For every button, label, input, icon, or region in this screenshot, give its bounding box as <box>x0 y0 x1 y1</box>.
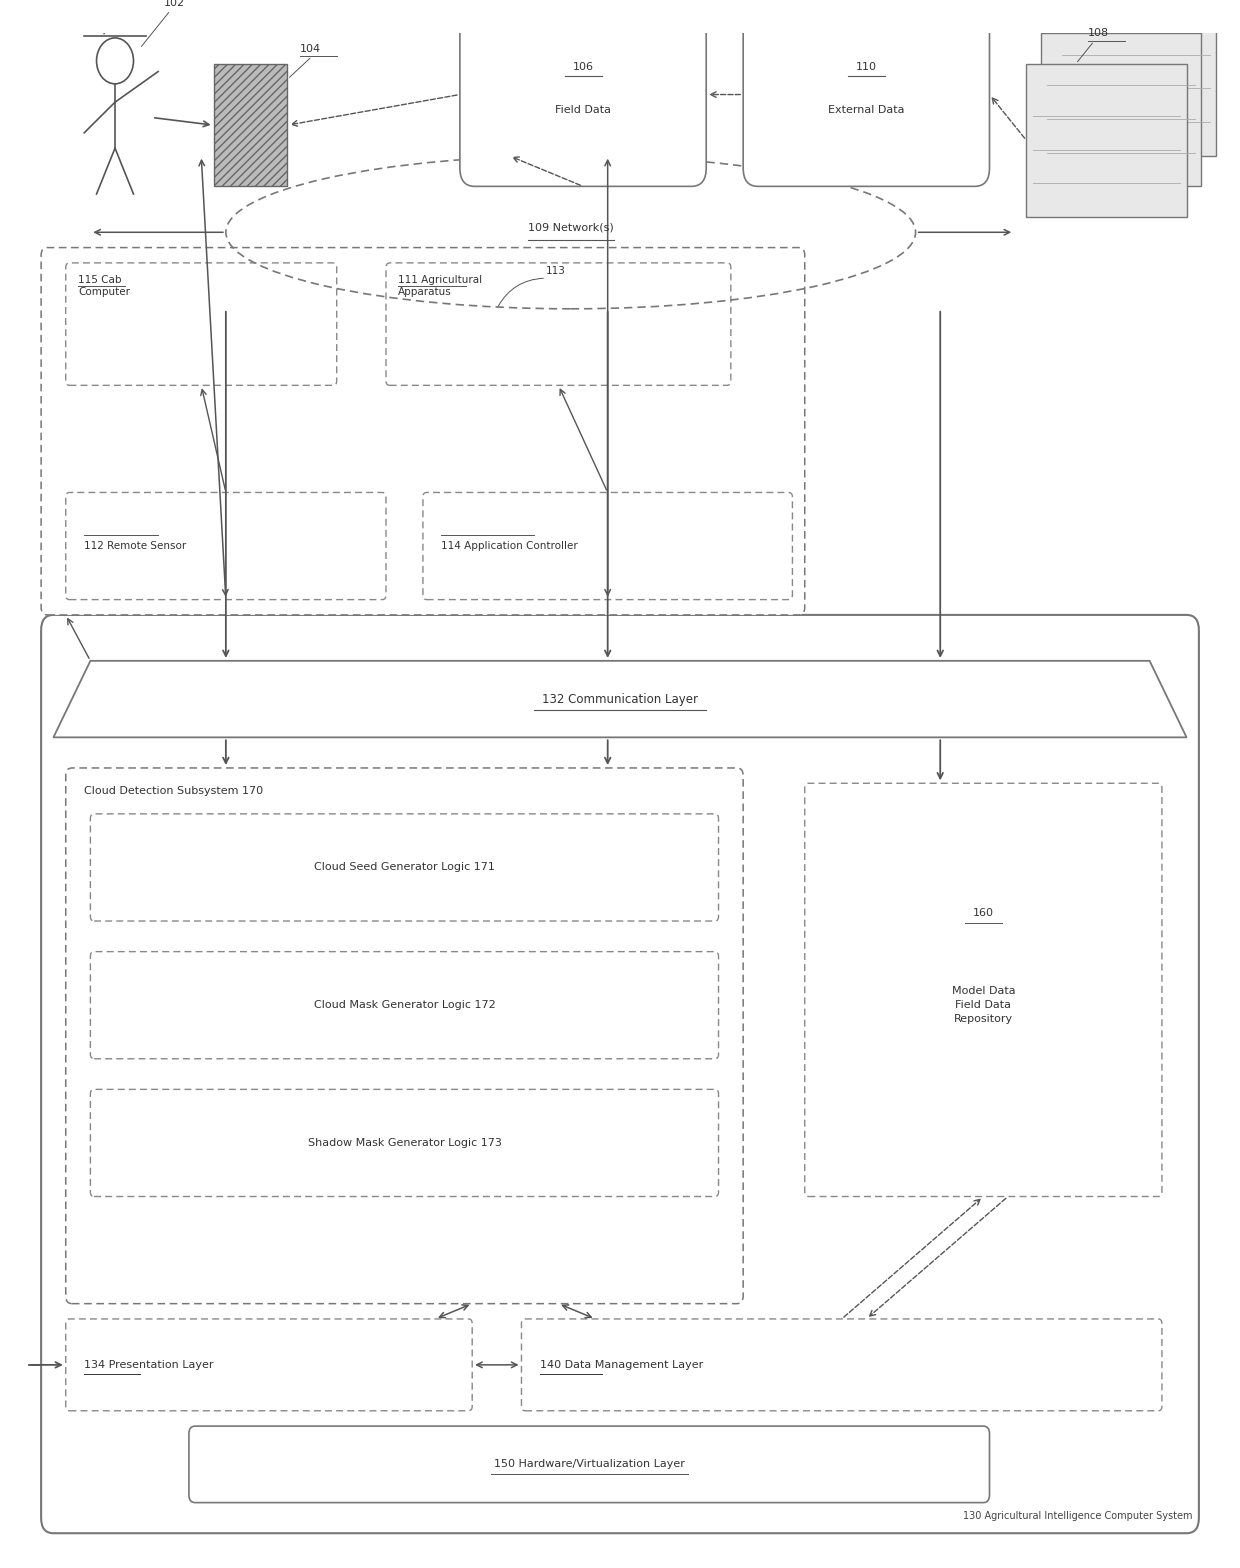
FancyBboxPatch shape <box>805 784 1162 1196</box>
Text: 112 Remote Sensor: 112 Remote Sensor <box>84 541 186 550</box>
Text: 106: 106 <box>573 63 594 72</box>
Text: 160: 160 <box>973 908 993 919</box>
Text: 132 Communication Layer: 132 Communication Layer <box>542 693 698 706</box>
Text: 108: 108 <box>1087 28 1109 38</box>
FancyBboxPatch shape <box>91 1090 718 1196</box>
Bar <box>1056 3 1216 155</box>
Text: 130 Agricultural Intelligence Computer System: 130 Agricultural Intelligence Computer S… <box>963 1512 1193 1521</box>
Text: 150 Hardware/Virtualization Layer: 150 Hardware/Virtualization Layer <box>494 1460 684 1469</box>
Text: 110: 110 <box>856 63 877 72</box>
FancyBboxPatch shape <box>66 1319 472 1411</box>
Bar <box>1027 64 1187 216</box>
Text: 114 Application Controller: 114 Application Controller <box>441 541 578 550</box>
FancyBboxPatch shape <box>41 248 805 615</box>
Text: 111 Agricultural
Apparatus: 111 Agricultural Apparatus <box>398 274 482 296</box>
Text: 140 Data Management Layer: 140 Data Management Layer <box>539 1359 703 1370</box>
FancyBboxPatch shape <box>460 3 707 187</box>
Text: 113: 113 <box>546 265 565 276</box>
FancyBboxPatch shape <box>91 952 718 1058</box>
Text: 134 Presentation Layer: 134 Presentation Layer <box>84 1359 213 1370</box>
Text: Shadow Mask Generator Logic 173: Shadow Mask Generator Logic 173 <box>308 1138 501 1148</box>
Text: Cloud Detection Subsystem 170: Cloud Detection Subsystem 170 <box>84 786 263 797</box>
FancyBboxPatch shape <box>66 492 386 599</box>
Text: External Data: External Data <box>828 105 905 114</box>
Text: 115 Cab
Computer: 115 Cab Computer <box>78 274 130 296</box>
Bar <box>213 64 288 187</box>
FancyBboxPatch shape <box>91 814 718 920</box>
Text: Cloud Mask Generator Logic 172: Cloud Mask Generator Logic 172 <box>314 1000 495 1010</box>
FancyBboxPatch shape <box>386 263 730 386</box>
Text: Cloud Seed Generator Logic 171: Cloud Seed Generator Logic 171 <box>314 862 495 872</box>
Text: Model Data
Field Data
Repository: Model Data Field Data Repository <box>951 986 1016 1024</box>
Text: 102: 102 <box>164 0 186 8</box>
FancyBboxPatch shape <box>743 3 990 187</box>
FancyBboxPatch shape <box>522 1319 1162 1411</box>
Polygon shape <box>53 660 1187 737</box>
Text: 109 Network(s): 109 Network(s) <box>528 223 614 232</box>
FancyBboxPatch shape <box>423 492 792 599</box>
FancyArrowPatch shape <box>104 0 126 34</box>
FancyBboxPatch shape <box>66 263 337 386</box>
Bar <box>1042 33 1202 187</box>
Text: 104: 104 <box>300 44 321 53</box>
Text: Field Data: Field Data <box>556 105 611 114</box>
FancyBboxPatch shape <box>188 1425 990 1502</box>
FancyBboxPatch shape <box>66 768 743 1303</box>
FancyBboxPatch shape <box>41 615 1199 1534</box>
